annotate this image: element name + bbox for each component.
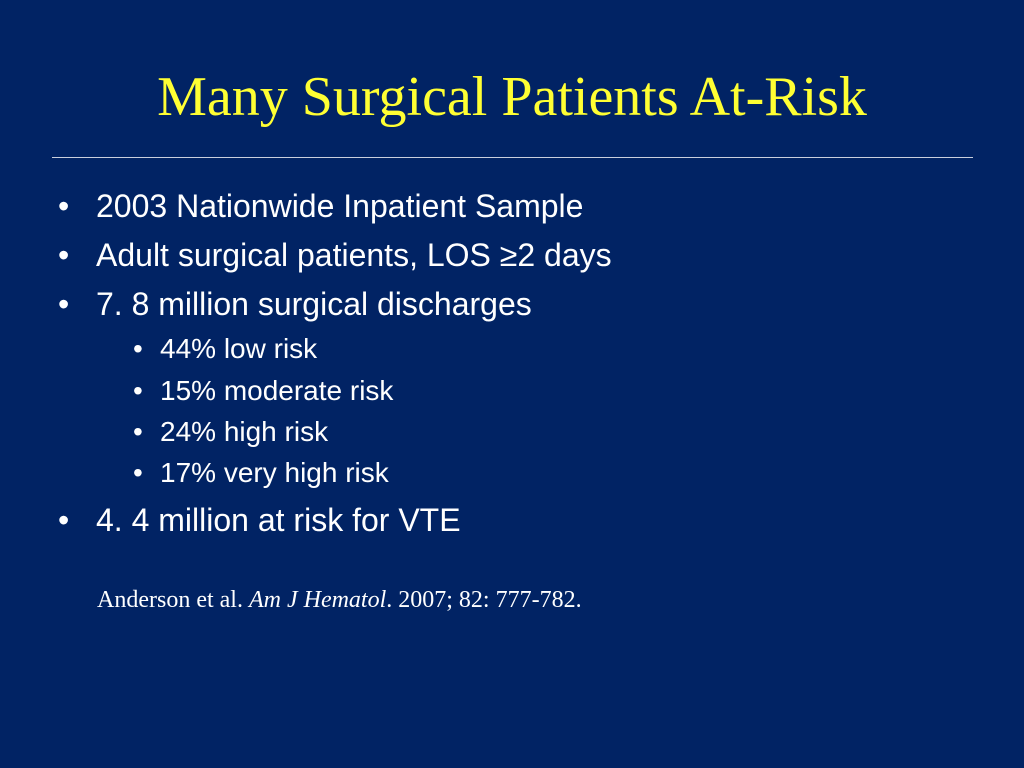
bullet-icon: •: [58, 502, 70, 538]
slide-title: Many Surgical Patients At-Risk: [157, 66, 867, 128]
sub-bullet-icon: •: [133, 333, 143, 364]
sub-bullet-item: • 17% very high risk: [133, 455, 389, 491]
sub-bullet-text: 44% low risk: [160, 333, 318, 364]
bullet-icon: •: [58, 237, 70, 273]
title-divider: [52, 157, 973, 158]
sub-bullet-icon: •: [133, 375, 143, 406]
bullet-item: • 4. 4 million at risk for VTE: [58, 500, 461, 540]
bullet-icon: •: [58, 286, 70, 322]
sub-bullet-text: 17% very high risk: [160, 457, 389, 488]
sub-bullet-icon: •: [133, 457, 143, 488]
bullet-text: 4. 4 million at risk for VTE: [96, 502, 461, 538]
bullet-text: Adult surgical patients, LOS ≥2 days: [96, 237, 612, 273]
bullet-item: • 7. 8 million surgical discharges: [58, 284, 532, 324]
bullet-item: • 2003 Nationwide Inpatient Sample: [58, 186, 583, 226]
sub-bullet-item: • 15% moderate risk: [133, 373, 393, 409]
bullet-icon: •: [58, 188, 70, 224]
citation-details: . 2007; 82: 777-782.: [386, 587, 582, 613]
bullet-text: 7. 8 million surgical discharges: [96, 286, 532, 322]
citation: Anderson et al. Am J Hematol. 2007; 82: …: [97, 584, 582, 616]
sub-bullet-item: • 24% high risk: [133, 414, 328, 450]
sub-bullet-item: • 44% low risk: [133, 331, 317, 367]
sub-bullet-text: 15% moderate risk: [160, 375, 394, 406]
citation-authors: Anderson et al.: [97, 587, 243, 613]
citation-journal: Am J Hematol: [248, 587, 387, 613]
bullet-item: • Adult surgical patients, LOS ≥2 days: [58, 235, 612, 275]
bullet-text: 2003 Nationwide Inpatient Sample: [96, 188, 584, 224]
sub-bullet-text: 24% high risk: [160, 416, 329, 447]
sub-bullet-icon: •: [133, 416, 143, 447]
